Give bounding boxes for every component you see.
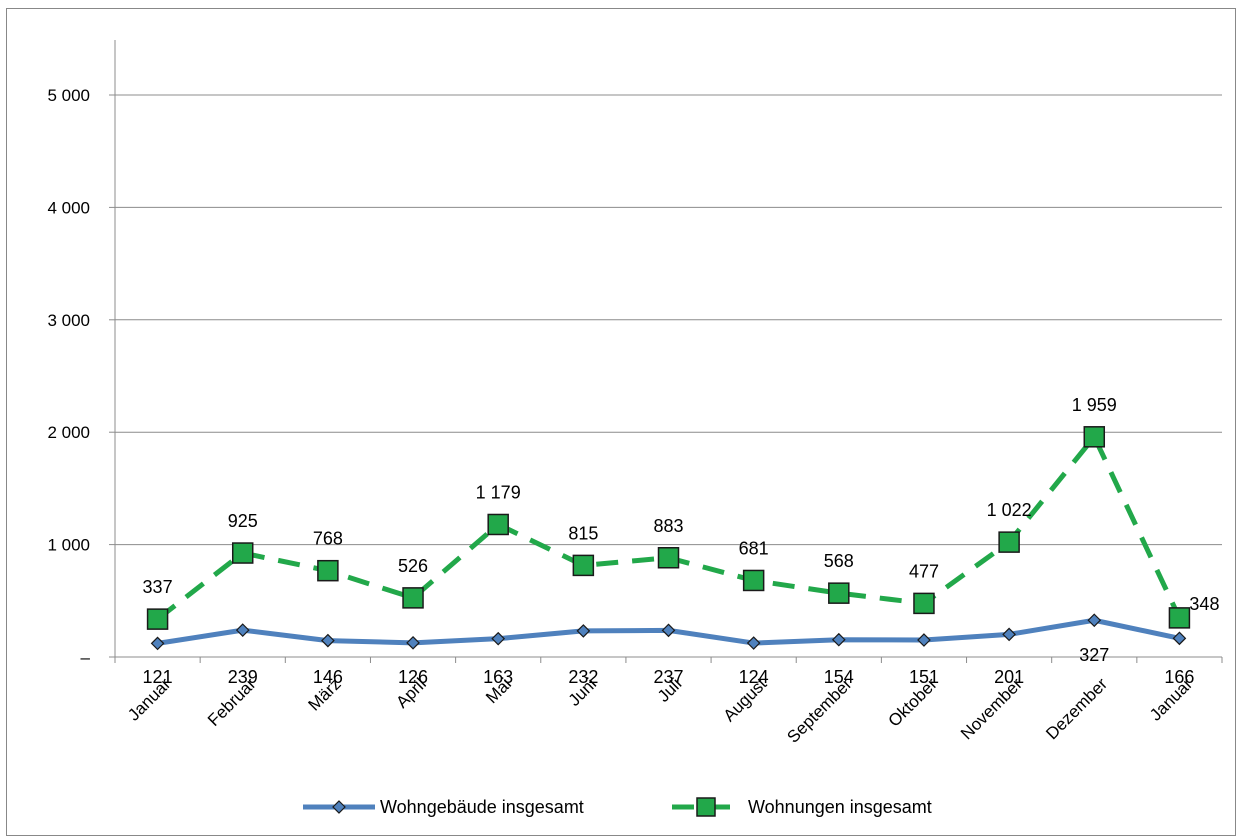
series-markers <box>146 426 1191 651</box>
data-label-wohnungen: 681 <box>739 538 769 558</box>
data-label-wohnungen: 1 959 <box>1072 395 1117 415</box>
data-point-wohngebaeude <box>576 624 591 638</box>
data-label-wohngebaeude: 154 <box>824 667 854 687</box>
data-point-wohnungen <box>1083 426 1106 448</box>
y-tick-label: 1 000 <box>47 536 90 555</box>
y-tick-label: 5 000 <box>47 86 90 105</box>
legend-label-wohngebaeude: Wohngebäude insgesamt <box>380 797 584 817</box>
data-label-wohngebaeude: 163 <box>483 667 513 687</box>
data-point-wohngebaeude <box>746 636 761 650</box>
data-point-wohnungen <box>146 608 169 630</box>
y-tick-label: – <box>81 648 91 667</box>
data-label-wohngebaeude: 201 <box>994 667 1024 687</box>
data-label-wohnungen: 348 <box>1189 594 1219 614</box>
data-label-wohnungen: 925 <box>228 511 258 531</box>
series-lines <box>155 434 1182 646</box>
y-tick-label: 4 000 <box>47 198 90 217</box>
data-point-wohngebaeude <box>1172 631 1187 646</box>
data-label-wohngebaeude: 121 <box>143 667 173 687</box>
legend: Wohngebäude insgesamt Wohnungen insgesamt <box>303 797 932 817</box>
data-labels: 121 239 146 126 163 232 237 124 154 151 201 327 166 3… <box>143 395 1220 687</box>
data-label-wohnungen: 768 <box>313 529 343 549</box>
data-point-wohngebaeude <box>831 632 846 647</box>
data-label-wohnungen: 568 <box>824 551 854 571</box>
data-label-wohnungen: 526 <box>398 556 428 576</box>
data-label-wohngebaeude: 126 <box>398 667 428 687</box>
data-point-wohngebaeude <box>235 623 250 637</box>
y-tick-label: 2 000 <box>47 423 90 442</box>
data-point-wohngebaeude <box>661 623 676 638</box>
data-point-wohnungen <box>657 547 680 569</box>
data-point-wohngebaeude <box>917 633 931 647</box>
data-label-wohnungen: 337 <box>143 577 173 597</box>
data-point-wohnungen <box>487 513 509 536</box>
data-point-wohngebaeude <box>491 631 506 646</box>
data-point-wohngebaeude <box>150 636 165 651</box>
data-label-wohngebaeude: 232 <box>568 667 598 687</box>
data-label-wohnungen: 477 <box>909 561 939 581</box>
data-label-wohnungen: 883 <box>653 516 683 536</box>
data-point-wohnungen <box>572 554 595 577</box>
data-label-wohngebaeude: 151 <box>909 667 939 687</box>
data-point-wohnungen <box>828 582 850 604</box>
data-label-wohngebaeude: 166 <box>1164 667 1194 687</box>
data-label-wohnungen: 815 <box>568 523 598 543</box>
data-point-wohnungen <box>998 531 1020 553</box>
data-label-wohngebaeude: 124 <box>739 667 769 687</box>
data-point-wohngebaeude <box>1002 627 1016 642</box>
data-point-wohnungen <box>317 559 339 582</box>
data-point-wohnungen <box>742 569 765 592</box>
data-label-wohnungen: 1 022 <box>987 500 1032 520</box>
legend-marker-square <box>696 797 716 817</box>
x-category-label: Dezember <box>1042 674 1111 743</box>
legend-marker-diamond <box>332 800 346 814</box>
data-label-wohnungen: 1 179 <box>476 482 521 502</box>
data-point-wohnungen <box>913 592 935 615</box>
gridlines <box>115 94 1222 546</box>
data-label-wohngebaeude: 239 <box>228 667 258 687</box>
data-point-wohngebaeude <box>406 635 420 650</box>
data-point-wohngebaeude <box>1087 613 1102 628</box>
axes <box>109 40 1223 663</box>
data-label-wohngebaeude: 146 <box>313 667 343 687</box>
data-point-wohnungen <box>1168 607 1191 629</box>
y-axis-ticks: – 1 000 2 000 3 000 4 000 5 000 <box>47 86 90 667</box>
data-label-wohngebaeude: 327 <box>1079 645 1109 665</box>
chart-frame <box>6 8 1236 836</box>
y-tick-label: 3 000 <box>47 311 90 330</box>
legend-label-wohnungen: Wohnungen insgesamt <box>748 797 932 817</box>
data-point-wohnungen <box>231 542 254 564</box>
data-label-wohngebaeude: 237 <box>653 667 683 687</box>
data-point-wohngebaeude <box>321 633 335 648</box>
data-point-wohnungen <box>402 587 424 609</box>
